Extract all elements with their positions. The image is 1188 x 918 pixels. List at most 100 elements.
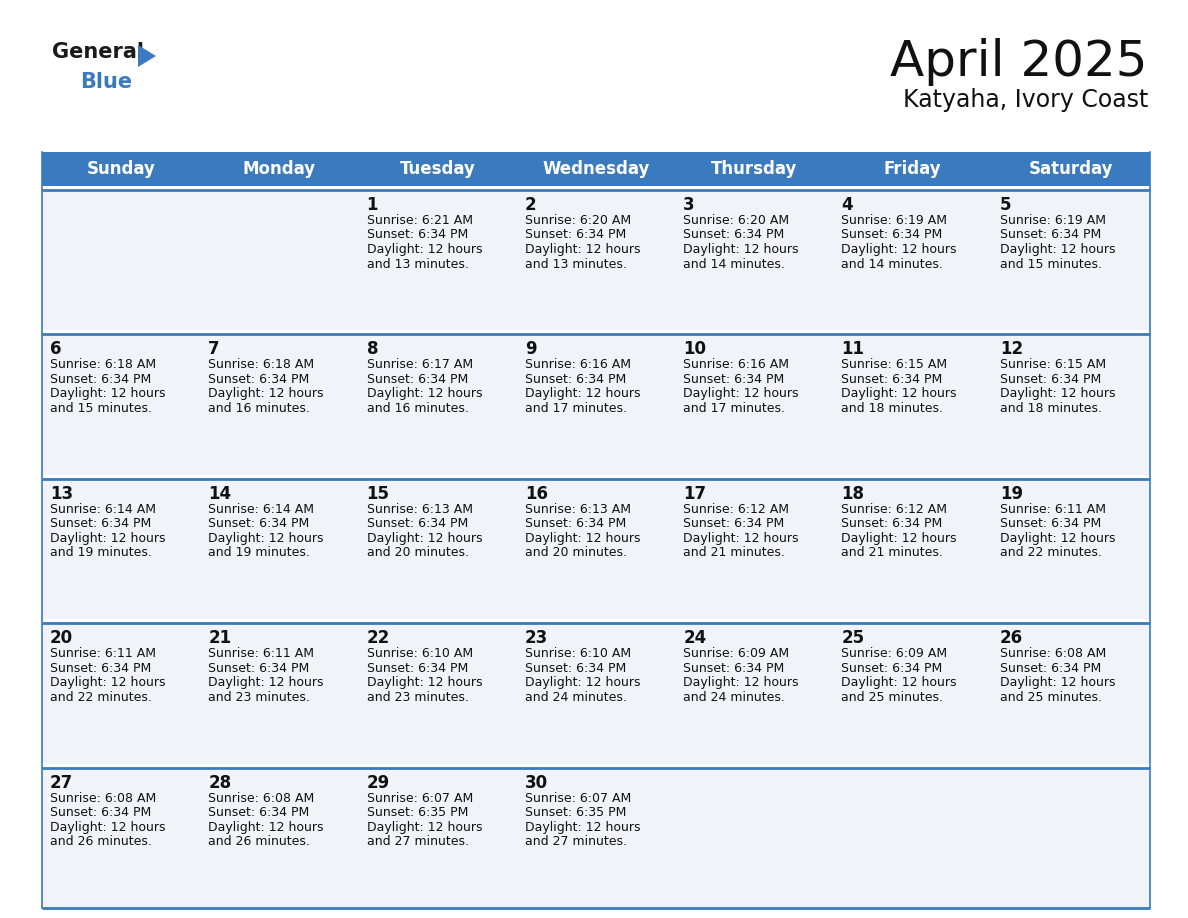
Text: 6: 6: [50, 341, 62, 358]
Text: and 14 minutes.: and 14 minutes.: [841, 258, 943, 271]
Bar: [517, 623, 675, 764]
Text: Sunrise: 6:11 AM: Sunrise: 6:11 AM: [208, 647, 315, 660]
Text: Sunrise: 6:20 AM: Sunrise: 6:20 AM: [683, 214, 789, 227]
Text: 25: 25: [841, 629, 865, 647]
Text: Sunset: 6:34 PM: Sunset: 6:34 PM: [525, 662, 626, 675]
Text: Sunrise: 6:10 AM: Sunrise: 6:10 AM: [367, 647, 473, 660]
Bar: [42, 623, 201, 764]
Text: Daylight: 12 hours: Daylight: 12 hours: [208, 387, 324, 400]
Text: Sunset: 6:34 PM: Sunset: 6:34 PM: [367, 518, 468, 531]
Text: Sunset: 6:34 PM: Sunset: 6:34 PM: [50, 518, 151, 531]
Text: Sunday: Sunday: [87, 160, 156, 178]
Text: 7: 7: [208, 341, 220, 358]
Bar: [42, 152, 201, 186]
Text: Sunrise: 6:18 AM: Sunrise: 6:18 AM: [50, 358, 156, 372]
Text: Daylight: 12 hours: Daylight: 12 hours: [1000, 387, 1116, 400]
Bar: [201, 623, 359, 764]
Bar: [201, 479, 359, 620]
Text: Daylight: 12 hours: Daylight: 12 hours: [683, 532, 798, 544]
Text: 19: 19: [1000, 485, 1023, 503]
Text: Daylight: 12 hours: Daylight: 12 hours: [683, 387, 798, 400]
Bar: [42, 479, 201, 620]
Bar: [201, 334, 359, 475]
Text: 10: 10: [683, 341, 706, 358]
Text: Daylight: 12 hours: Daylight: 12 hours: [50, 677, 165, 689]
Text: Thursday: Thursday: [712, 160, 797, 178]
Text: 17: 17: [683, 485, 707, 503]
Text: Sunrise: 6:18 AM: Sunrise: 6:18 AM: [208, 358, 315, 372]
Text: Daylight: 12 hours: Daylight: 12 hours: [1000, 243, 1116, 256]
Text: Daylight: 12 hours: Daylight: 12 hours: [50, 532, 165, 544]
Text: 8: 8: [367, 341, 378, 358]
Text: Daylight: 12 hours: Daylight: 12 hours: [841, 243, 956, 256]
Text: Sunset: 6:34 PM: Sunset: 6:34 PM: [683, 229, 784, 241]
Text: 28: 28: [208, 774, 232, 791]
Bar: [517, 334, 675, 475]
Text: and 18 minutes.: and 18 minutes.: [1000, 402, 1101, 415]
Text: Daylight: 12 hours: Daylight: 12 hours: [367, 821, 482, 834]
Text: 12: 12: [1000, 341, 1023, 358]
Text: Sunset: 6:34 PM: Sunset: 6:34 PM: [1000, 373, 1101, 386]
Bar: [675, 334, 834, 475]
Text: Daylight: 12 hours: Daylight: 12 hours: [683, 677, 798, 689]
Text: Daylight: 12 hours: Daylight: 12 hours: [525, 387, 640, 400]
Text: 13: 13: [50, 485, 74, 503]
Text: and 14 minutes.: and 14 minutes.: [683, 258, 785, 271]
Text: Sunset: 6:35 PM: Sunset: 6:35 PM: [525, 806, 626, 819]
Text: Sunrise: 6:12 AM: Sunrise: 6:12 AM: [683, 503, 789, 516]
Text: Sunset: 6:34 PM: Sunset: 6:34 PM: [208, 373, 310, 386]
Text: and 13 minutes.: and 13 minutes.: [525, 258, 627, 271]
Text: Daylight: 12 hours: Daylight: 12 hours: [841, 387, 956, 400]
Text: April 2025: April 2025: [891, 38, 1148, 86]
Bar: [675, 152, 834, 186]
Bar: [675, 479, 834, 620]
Text: 23: 23: [525, 629, 548, 647]
Text: Sunset: 6:34 PM: Sunset: 6:34 PM: [841, 229, 943, 241]
Text: Daylight: 12 hours: Daylight: 12 hours: [367, 677, 482, 689]
Text: and 25 minutes.: and 25 minutes.: [841, 690, 943, 704]
Text: Daylight: 12 hours: Daylight: 12 hours: [841, 677, 956, 689]
Text: Sunset: 6:34 PM: Sunset: 6:34 PM: [50, 373, 151, 386]
Bar: [517, 152, 675, 186]
Text: Sunrise: 6:08 AM: Sunrise: 6:08 AM: [1000, 647, 1106, 660]
Text: and 21 minutes.: and 21 minutes.: [841, 546, 943, 559]
Text: Sunrise: 6:16 AM: Sunrise: 6:16 AM: [683, 358, 789, 372]
Bar: [992, 152, 1150, 186]
Text: Sunset: 6:34 PM: Sunset: 6:34 PM: [1000, 662, 1101, 675]
Text: Daylight: 12 hours: Daylight: 12 hours: [1000, 532, 1116, 544]
Text: Sunrise: 6:16 AM: Sunrise: 6:16 AM: [525, 358, 631, 372]
Text: Sunrise: 6:19 AM: Sunrise: 6:19 AM: [1000, 214, 1106, 227]
Bar: [992, 334, 1150, 475]
Text: 27: 27: [50, 774, 74, 791]
Text: 18: 18: [841, 485, 865, 503]
Text: 24: 24: [683, 629, 707, 647]
Text: and 17 minutes.: and 17 minutes.: [683, 402, 785, 415]
Text: Sunset: 6:34 PM: Sunset: 6:34 PM: [367, 373, 468, 386]
Text: Wednesday: Wednesday: [542, 160, 650, 178]
Text: 30: 30: [525, 774, 548, 791]
Text: and 25 minutes.: and 25 minutes.: [1000, 690, 1101, 704]
Bar: [42, 767, 201, 908]
Text: Sunrise: 6:11 AM: Sunrise: 6:11 AM: [1000, 503, 1106, 516]
Text: 15: 15: [367, 485, 390, 503]
Text: Sunset: 6:34 PM: Sunset: 6:34 PM: [1000, 229, 1101, 241]
Text: Sunset: 6:34 PM: Sunset: 6:34 PM: [367, 662, 468, 675]
Bar: [992, 767, 1150, 908]
Text: 1: 1: [367, 196, 378, 214]
Bar: [992, 623, 1150, 764]
Bar: [992, 190, 1150, 330]
Text: and 18 minutes.: and 18 minutes.: [841, 402, 943, 415]
Text: and 16 minutes.: and 16 minutes.: [367, 402, 468, 415]
Text: Sunrise: 6:11 AM: Sunrise: 6:11 AM: [50, 647, 156, 660]
Text: Daylight: 12 hours: Daylight: 12 hours: [683, 243, 798, 256]
Bar: [359, 334, 517, 475]
Text: 14: 14: [208, 485, 232, 503]
Text: 21: 21: [208, 629, 232, 647]
Text: and 27 minutes.: and 27 minutes.: [367, 835, 468, 848]
Text: and 15 minutes.: and 15 minutes.: [1000, 258, 1101, 271]
Text: 3: 3: [683, 196, 695, 214]
Bar: [359, 190, 517, 330]
Text: 22: 22: [367, 629, 390, 647]
Text: Sunrise: 6:17 AM: Sunrise: 6:17 AM: [367, 358, 473, 372]
Text: 4: 4: [841, 196, 853, 214]
